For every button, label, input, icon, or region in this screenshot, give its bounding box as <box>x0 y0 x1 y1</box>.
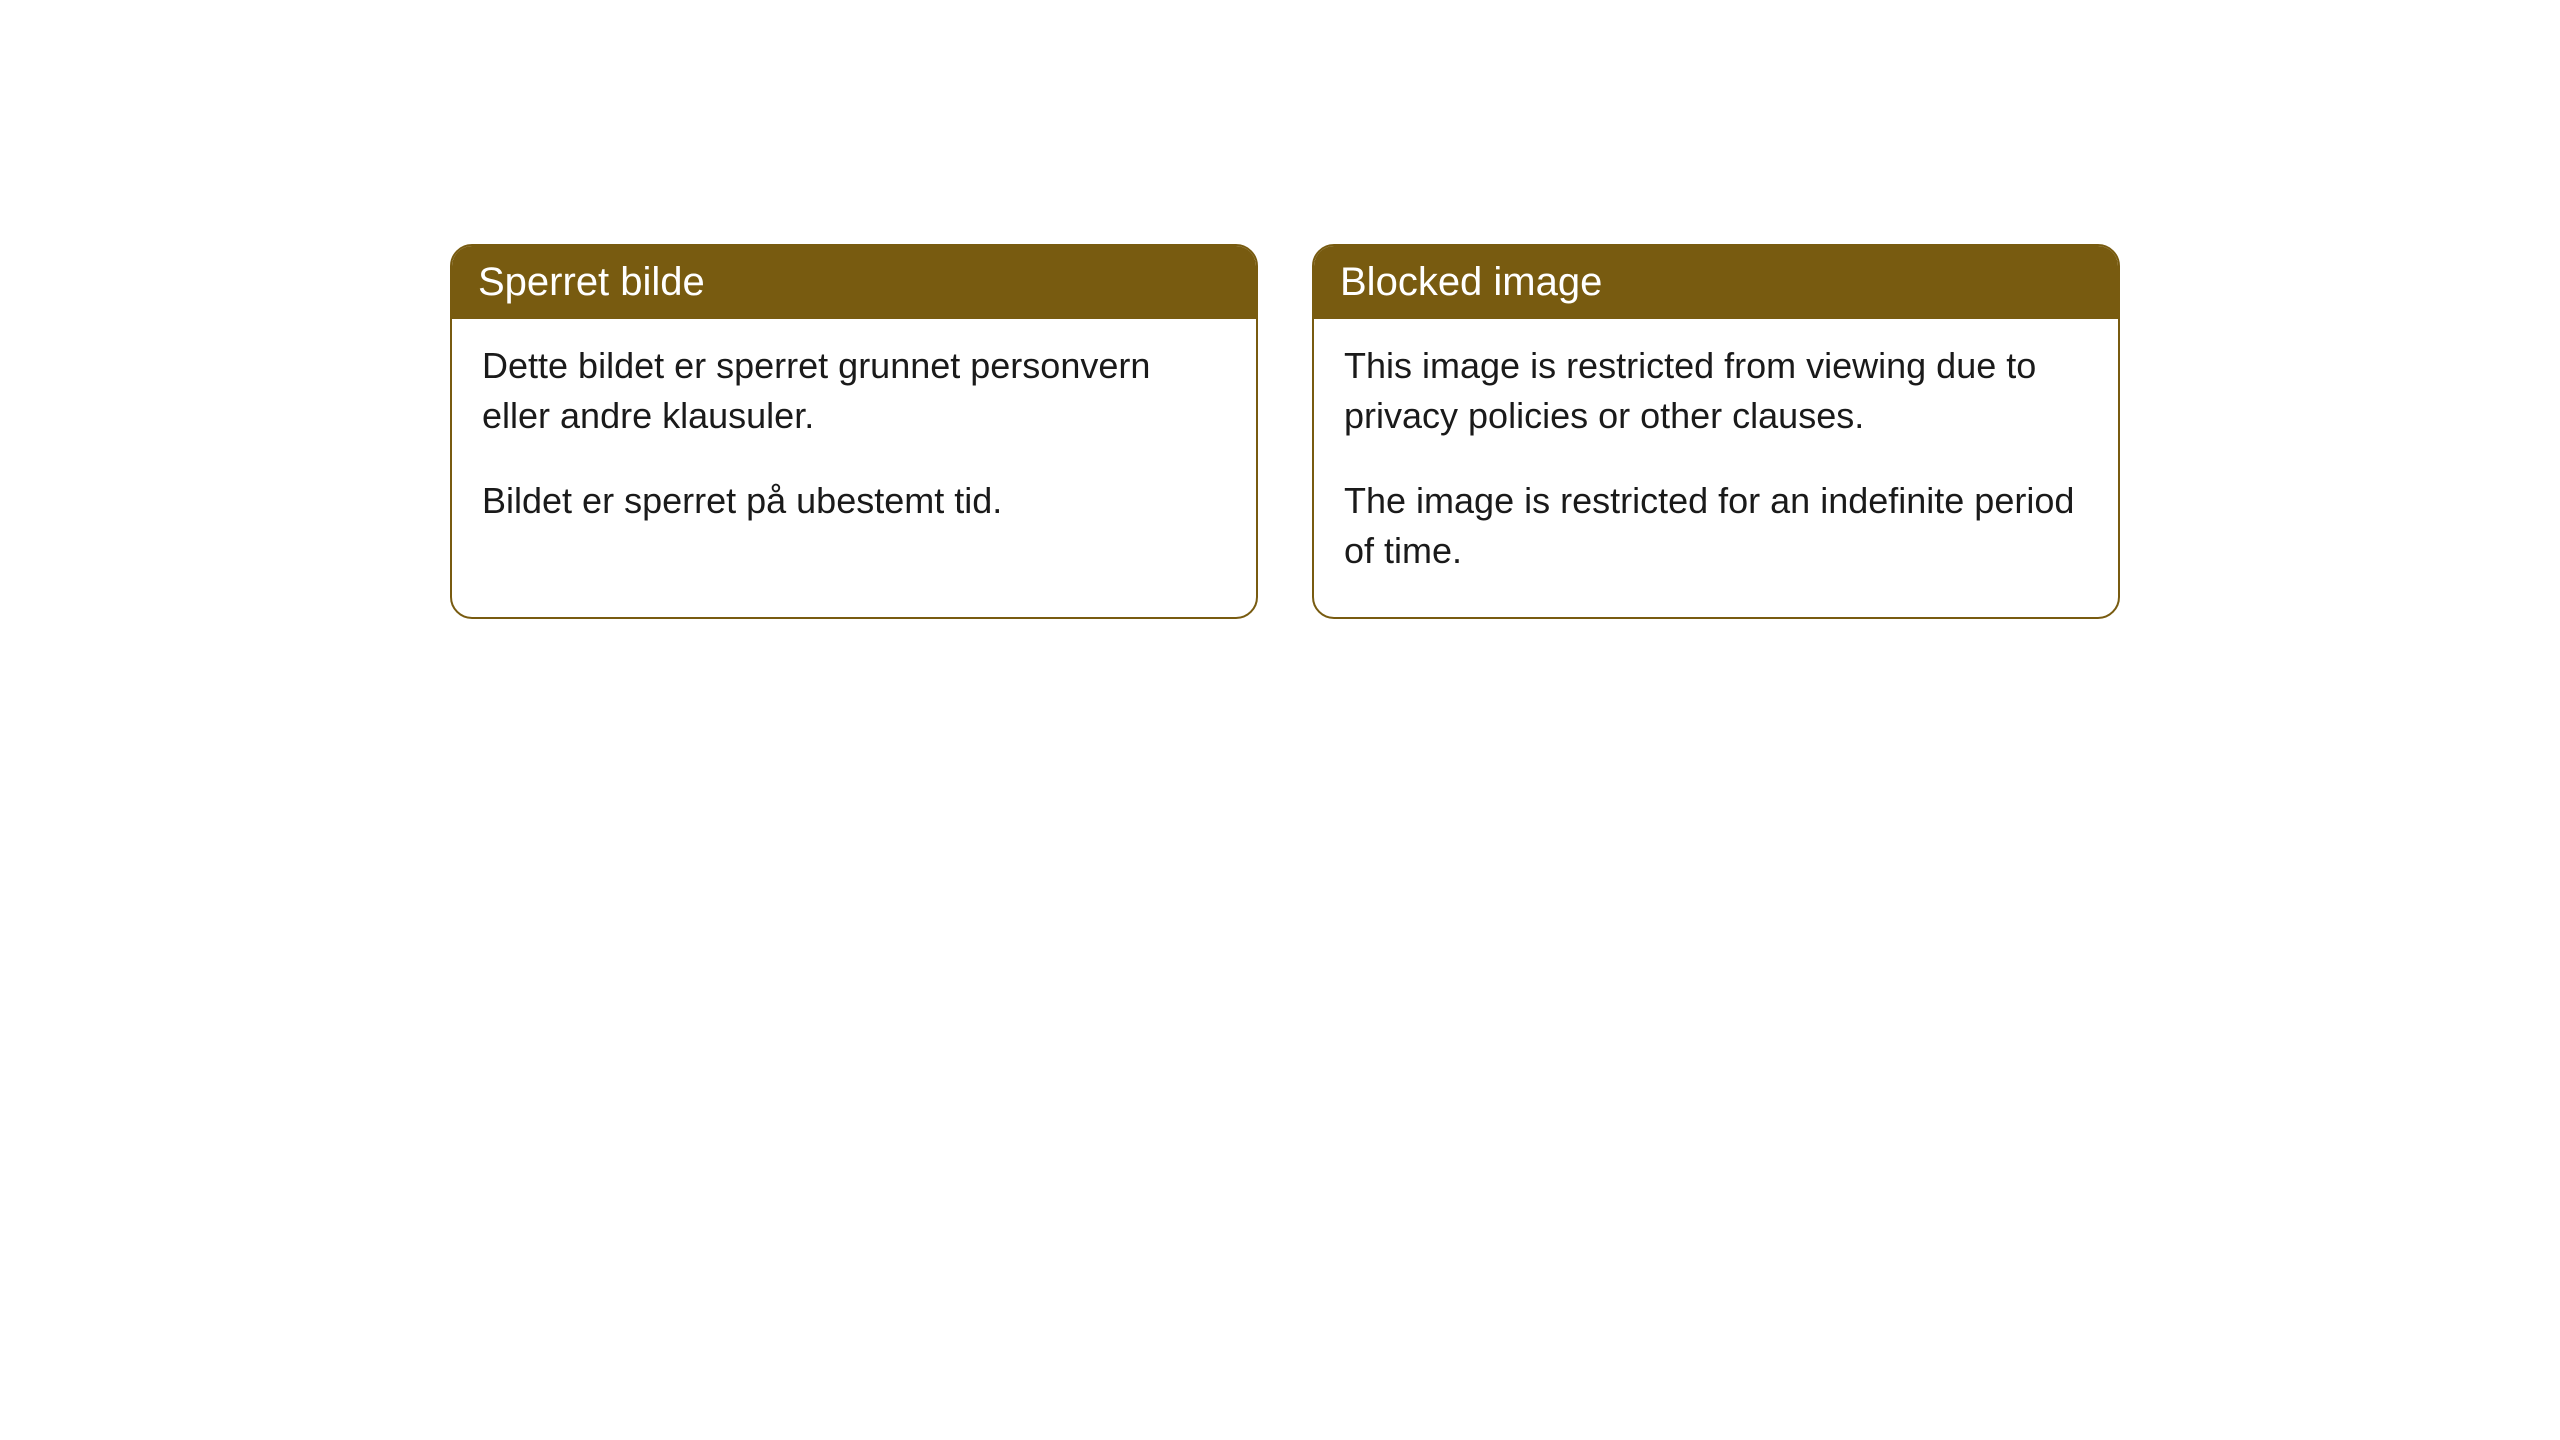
card-paragraph-1: Dette bildet er sperret grunnet personve… <box>482 341 1226 442</box>
card-body: Dette bildet er sperret grunnet personve… <box>452 319 1256 566</box>
card-header: Blocked image <box>1314 246 2118 319</box>
cards-container: Sperret bilde Dette bildet er sperret gr… <box>0 0 2560 619</box>
card-header: Sperret bilde <box>452 246 1256 319</box>
card-paragraph-2: Bildet er sperret på ubestemt tid. <box>482 476 1226 526</box>
blocked-image-card-english: Blocked image This image is restricted f… <box>1312 244 2120 619</box>
card-paragraph-2: The image is restricted for an indefinit… <box>1344 476 2088 577</box>
card-paragraph-1: This image is restricted from viewing du… <box>1344 341 2088 442</box>
card-body: This image is restricted from viewing du… <box>1314 319 2118 617</box>
blocked-image-card-norwegian: Sperret bilde Dette bildet er sperret gr… <box>450 244 1258 619</box>
card-title: Blocked image <box>1340 260 1602 304</box>
card-title: Sperret bilde <box>478 260 705 304</box>
